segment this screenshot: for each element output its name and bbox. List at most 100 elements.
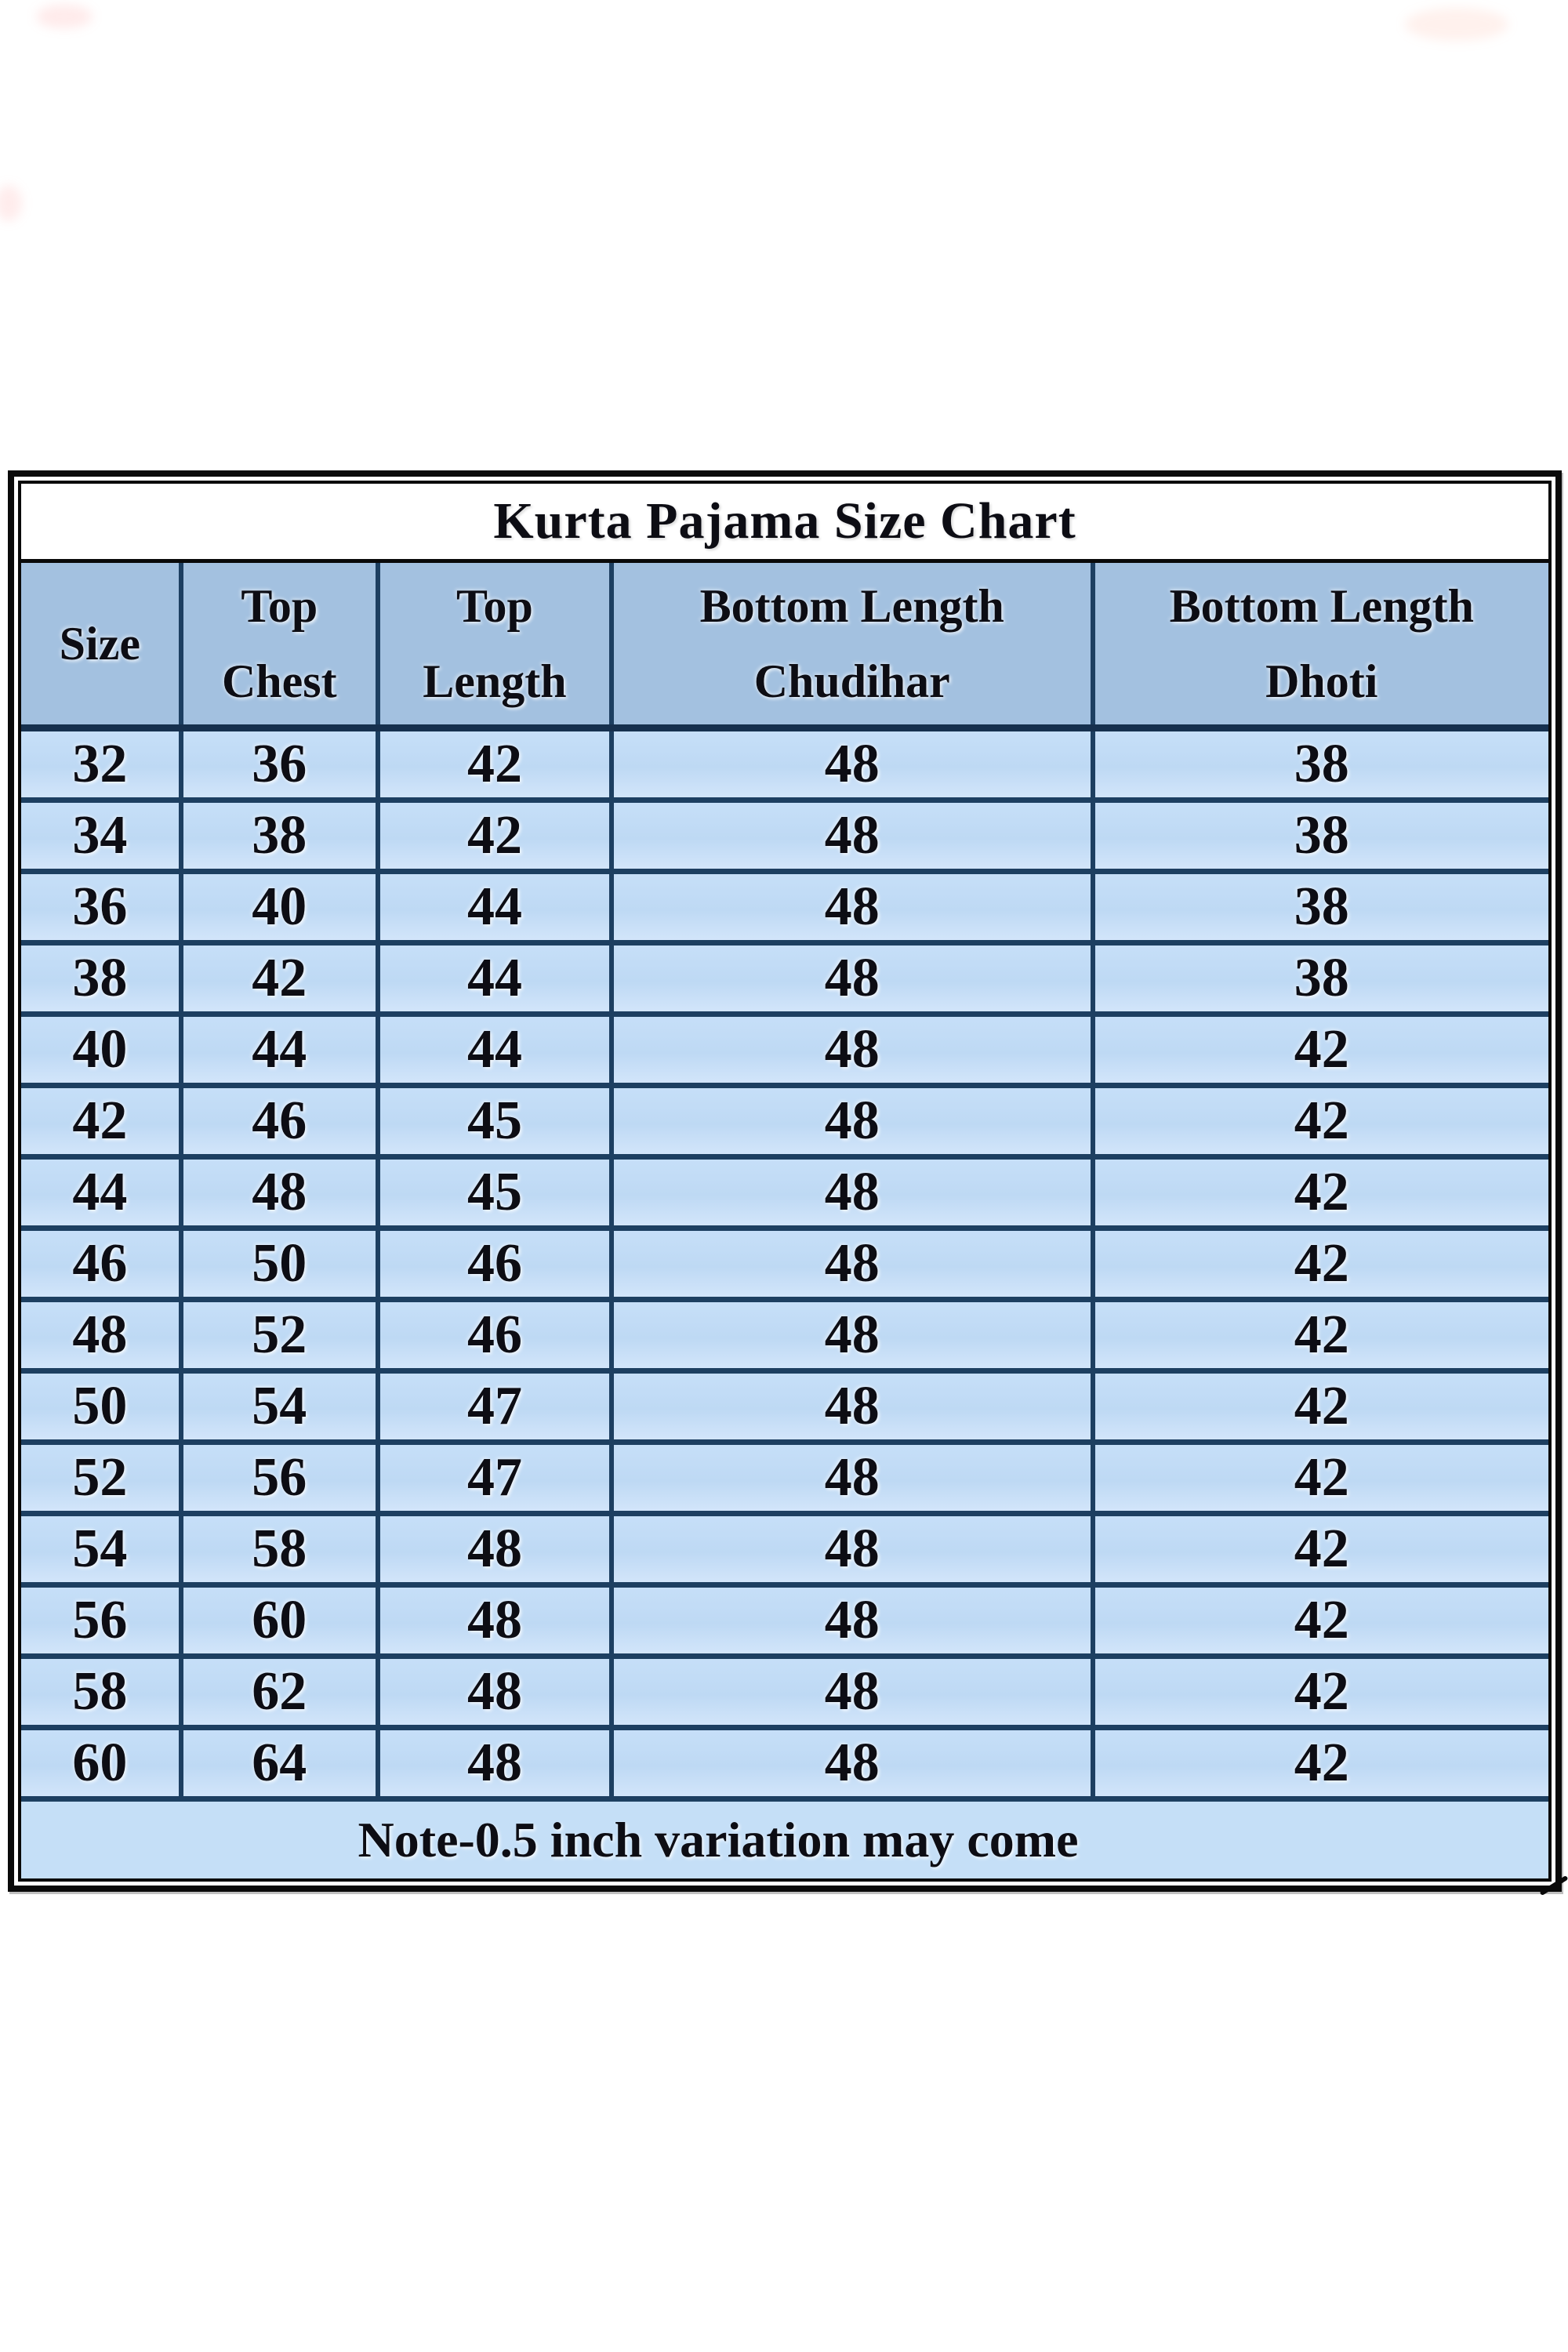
table-cell: 48 — [375, 1588, 609, 1653]
table-title: Kurta Pajama Size Chart — [21, 484, 1548, 559]
header-divider — [21, 724, 1548, 731]
column-header-size: Size — [59, 618, 140, 670]
table-cell: 48 — [178, 1160, 376, 1225]
table-cell: 42 — [1090, 1374, 1548, 1439]
table-cell: 46 — [178, 1088, 376, 1154]
table-cell: 48 — [608, 1659, 1091, 1725]
table-cell: 44 — [72, 1162, 128, 1222]
table-cell: 56 — [72, 1590, 128, 1650]
left-edge-artifact — [0, 185, 22, 221]
table-cell: 58 — [178, 1516, 376, 1582]
table-cell: 48 — [608, 1374, 1091, 1439]
table-header-row: Size Top Chest Top Length Bottom Length … — [21, 563, 1548, 724]
table-row: 44 48 45 48 42 — [21, 1160, 1548, 1231]
table-cell: 48 — [608, 1160, 1091, 1225]
table-row: 40 44 44 48 42 — [21, 1017, 1548, 1088]
table-cell: 47 — [375, 1445, 609, 1511]
table-cell: 42 — [1090, 1516, 1548, 1582]
table-cell: 42 — [1090, 1160, 1548, 1225]
table-cell: 45 — [375, 1088, 609, 1154]
top-left-artifact — [36, 5, 93, 28]
table-cell: 38 — [178, 803, 376, 869]
table-cell: 48 — [608, 1516, 1091, 1582]
table-row: 60 64 48 48 42 — [21, 1730, 1548, 1802]
table-cell: 42 — [1090, 1017, 1548, 1083]
table-cell: 42 — [1090, 1302, 1548, 1368]
table-cell: 34 — [72, 805, 128, 866]
table-row: 56 60 48 48 42 — [21, 1588, 1548, 1659]
table-cell: 48 — [608, 1017, 1091, 1083]
table-cell: 50 — [72, 1376, 128, 1436]
table-cell: 46 — [375, 1302, 609, 1368]
table-cell: 48 — [375, 1659, 609, 1725]
table-row: 48 52 46 48 42 — [21, 1302, 1548, 1374]
table-cell: 38 — [1090, 803, 1548, 869]
table-cell: 44 — [375, 946, 609, 1011]
table-cell: 36 — [178, 731, 376, 797]
table-row: 42 46 45 48 42 — [21, 1088, 1548, 1160]
table-cell: 56 — [178, 1445, 376, 1511]
table-row: 34 38 42 48 38 — [21, 803, 1548, 874]
table-cell: 48 — [608, 731, 1091, 797]
size-chart-table: Kurta Pajama Size Chart Size Top Chest T… — [8, 470, 1562, 1892]
table-cell: 46 — [72, 1233, 128, 1294]
table-cell: 38 — [1090, 946, 1548, 1011]
table-cell: 50 — [178, 1231, 376, 1297]
column-header-bottom-length-chudihar: Bottom Length Chudihar — [608, 563, 1091, 724]
table-cell: 48 — [375, 1730, 609, 1796]
table-cell: 42 — [1090, 1659, 1548, 1725]
table-cell: 48 — [72, 1305, 128, 1365]
table-cell: 42 — [1090, 1445, 1548, 1511]
table-cell: 48 — [608, 1730, 1091, 1796]
table-cell: 38 — [1090, 874, 1548, 940]
table-cell: 42 — [1090, 1231, 1548, 1297]
table-cell: 48 — [608, 1445, 1091, 1511]
table-cell: 58 — [72, 1661, 128, 1722]
table-cell: 44 — [178, 1017, 376, 1083]
table-cell: 42 — [72, 1091, 128, 1151]
table-row: 36 40 44 48 38 — [21, 874, 1548, 946]
table-cell: 48 — [608, 1302, 1091, 1368]
table-cell: 42 — [1090, 1730, 1548, 1796]
table-cell: 60 — [72, 1733, 128, 1793]
table-cell: 36 — [72, 877, 128, 937]
column-header-bottom-length-dhoti: Bottom Length Dhoti — [1090, 563, 1548, 724]
table-row: 52 56 47 48 42 — [21, 1445, 1548, 1516]
table-cell: 64 — [178, 1730, 376, 1796]
table-cell: 54 — [178, 1374, 376, 1439]
table-cell: 48 — [608, 874, 1091, 940]
table-cell: 44 — [375, 874, 609, 940]
title-divider — [21, 559, 1548, 563]
table-cell: 42 — [178, 946, 376, 1011]
table-cell: 47 — [375, 1374, 609, 1439]
table-row: 46 50 46 48 42 — [21, 1231, 1548, 1302]
table-note: Note-0.5 inch variation may come — [21, 1802, 1548, 1878]
table-row: 32 36 42 48 38 — [21, 731, 1548, 803]
table-row: 50 54 47 48 42 — [21, 1374, 1548, 1445]
table-cell: 44 — [375, 1017, 609, 1083]
table-cell: 32 — [72, 734, 128, 794]
table-cell: 38 — [1090, 731, 1548, 797]
table-cell: 42 — [1090, 1588, 1548, 1653]
table-cell: 38 — [72, 948, 128, 1008]
size-chart-inner-frame: Kurta Pajama Size Chart Size Top Chest T… — [18, 481, 1552, 1882]
table-cell: 42 — [375, 731, 609, 797]
table-cell: 60 — [178, 1588, 376, 1653]
table-row: 54 58 48 48 42 — [21, 1516, 1548, 1588]
table-cell: 48 — [375, 1516, 609, 1582]
column-header-top-chest: Top Chest — [178, 563, 376, 724]
table-cell: 42 — [1090, 1088, 1548, 1154]
table-cell: 40 — [178, 874, 376, 940]
table-cell: 54 — [72, 1519, 128, 1579]
table-cell: 48 — [608, 1588, 1091, 1653]
table-cell: 48 — [608, 1231, 1091, 1297]
table-row: 58 62 48 48 42 — [21, 1659, 1548, 1730]
table-cell: 48 — [608, 803, 1091, 869]
table-cell: 40 — [72, 1019, 128, 1080]
table-cell: 52 — [178, 1302, 376, 1368]
top-right-artifact — [1405, 8, 1508, 41]
table-cell: 45 — [375, 1160, 609, 1225]
table-cell: 42 — [375, 803, 609, 869]
column-header-top-length: Top Length — [375, 563, 609, 724]
table-cell: 48 — [608, 1088, 1091, 1154]
